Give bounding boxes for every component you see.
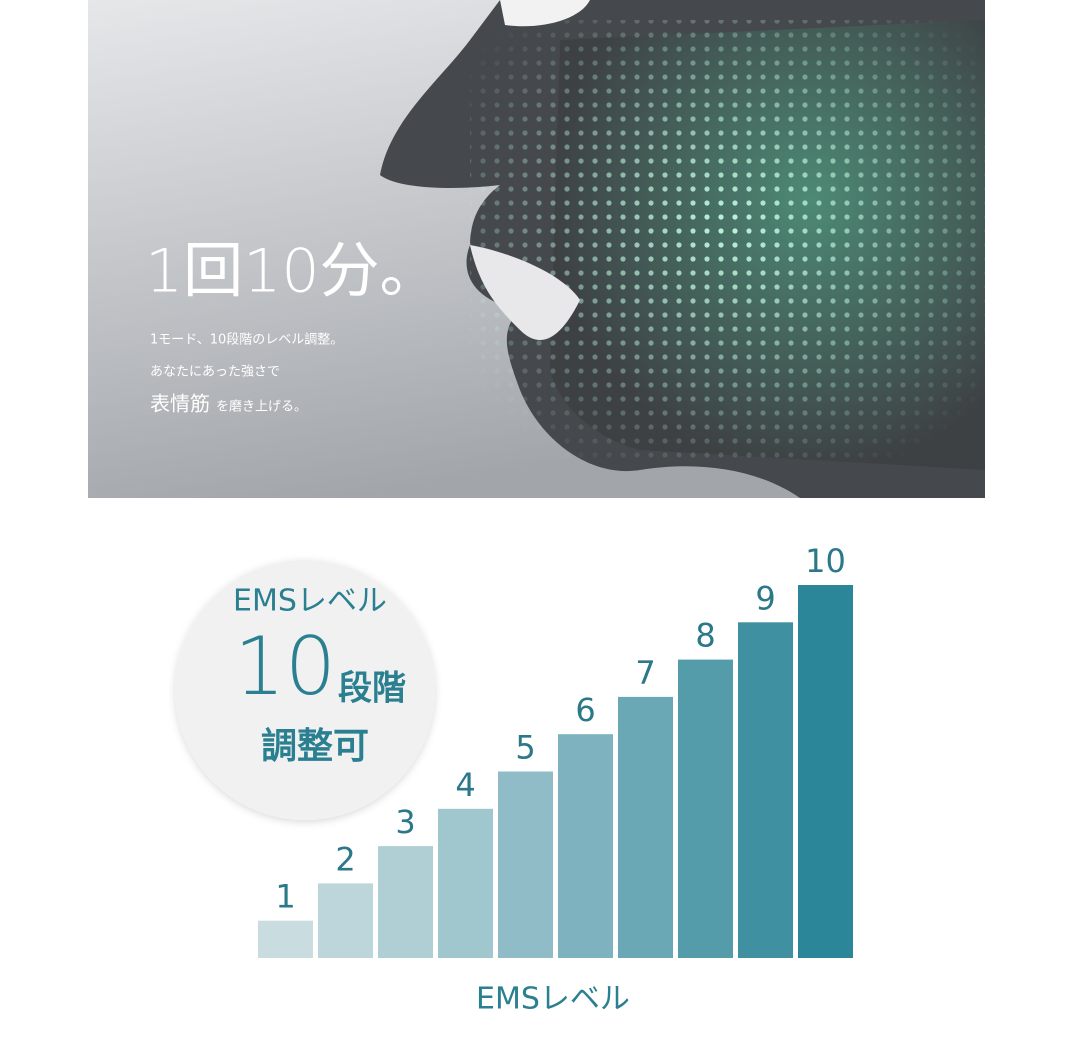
badge-bottom: 調整可 — [261, 726, 369, 767]
bar — [498, 771, 553, 958]
bar — [678, 659, 733, 958]
bar — [558, 734, 613, 958]
badge-number: 10 — [234, 620, 336, 713]
badge-unit: 段階 — [338, 669, 406, 709]
bar — [618, 696, 673, 958]
x-axis-label: EMSレベル — [476, 982, 630, 1017]
bar-label: 8 — [695, 617, 715, 655]
badge: EMSレベル 10 段階 調整可 — [175, 560, 435, 820]
bar-label: 7 — [635, 654, 655, 692]
bar — [378, 846, 433, 958]
badge-top: EMSレベル — [233, 584, 387, 619]
caption-emphasis: 表情筋 — [150, 392, 210, 416]
caption-line: あなたにあった強さで — [150, 365, 280, 380]
bar — [798, 585, 853, 958]
bar-label: 3 — [395, 803, 415, 841]
bar-label: 6 — [575, 691, 595, 729]
bar-label: 9 — [755, 579, 775, 617]
headline: 1回10分。 — [145, 237, 440, 307]
bar-label: 2 — [335, 840, 355, 878]
bar-label: 4 — [455, 766, 475, 804]
bar — [258, 920, 313, 958]
caption-line: を磨き上げる。 — [216, 400, 307, 415]
bar — [318, 883, 373, 958]
caption-line: 1モード、10段階のレベル調整。 — [150, 333, 343, 348]
bar — [738, 622, 793, 958]
photo: 1回10分。 1モード、10段階のレベル調整。 あなたにあった強さで 表情筋 を… — [88, 0, 985, 498]
bar-label: 10 — [805, 542, 846, 580]
bar-label: 5 — [515, 729, 535, 767]
bar-label: 1 — [275, 878, 295, 916]
bar — [438, 808, 493, 958]
